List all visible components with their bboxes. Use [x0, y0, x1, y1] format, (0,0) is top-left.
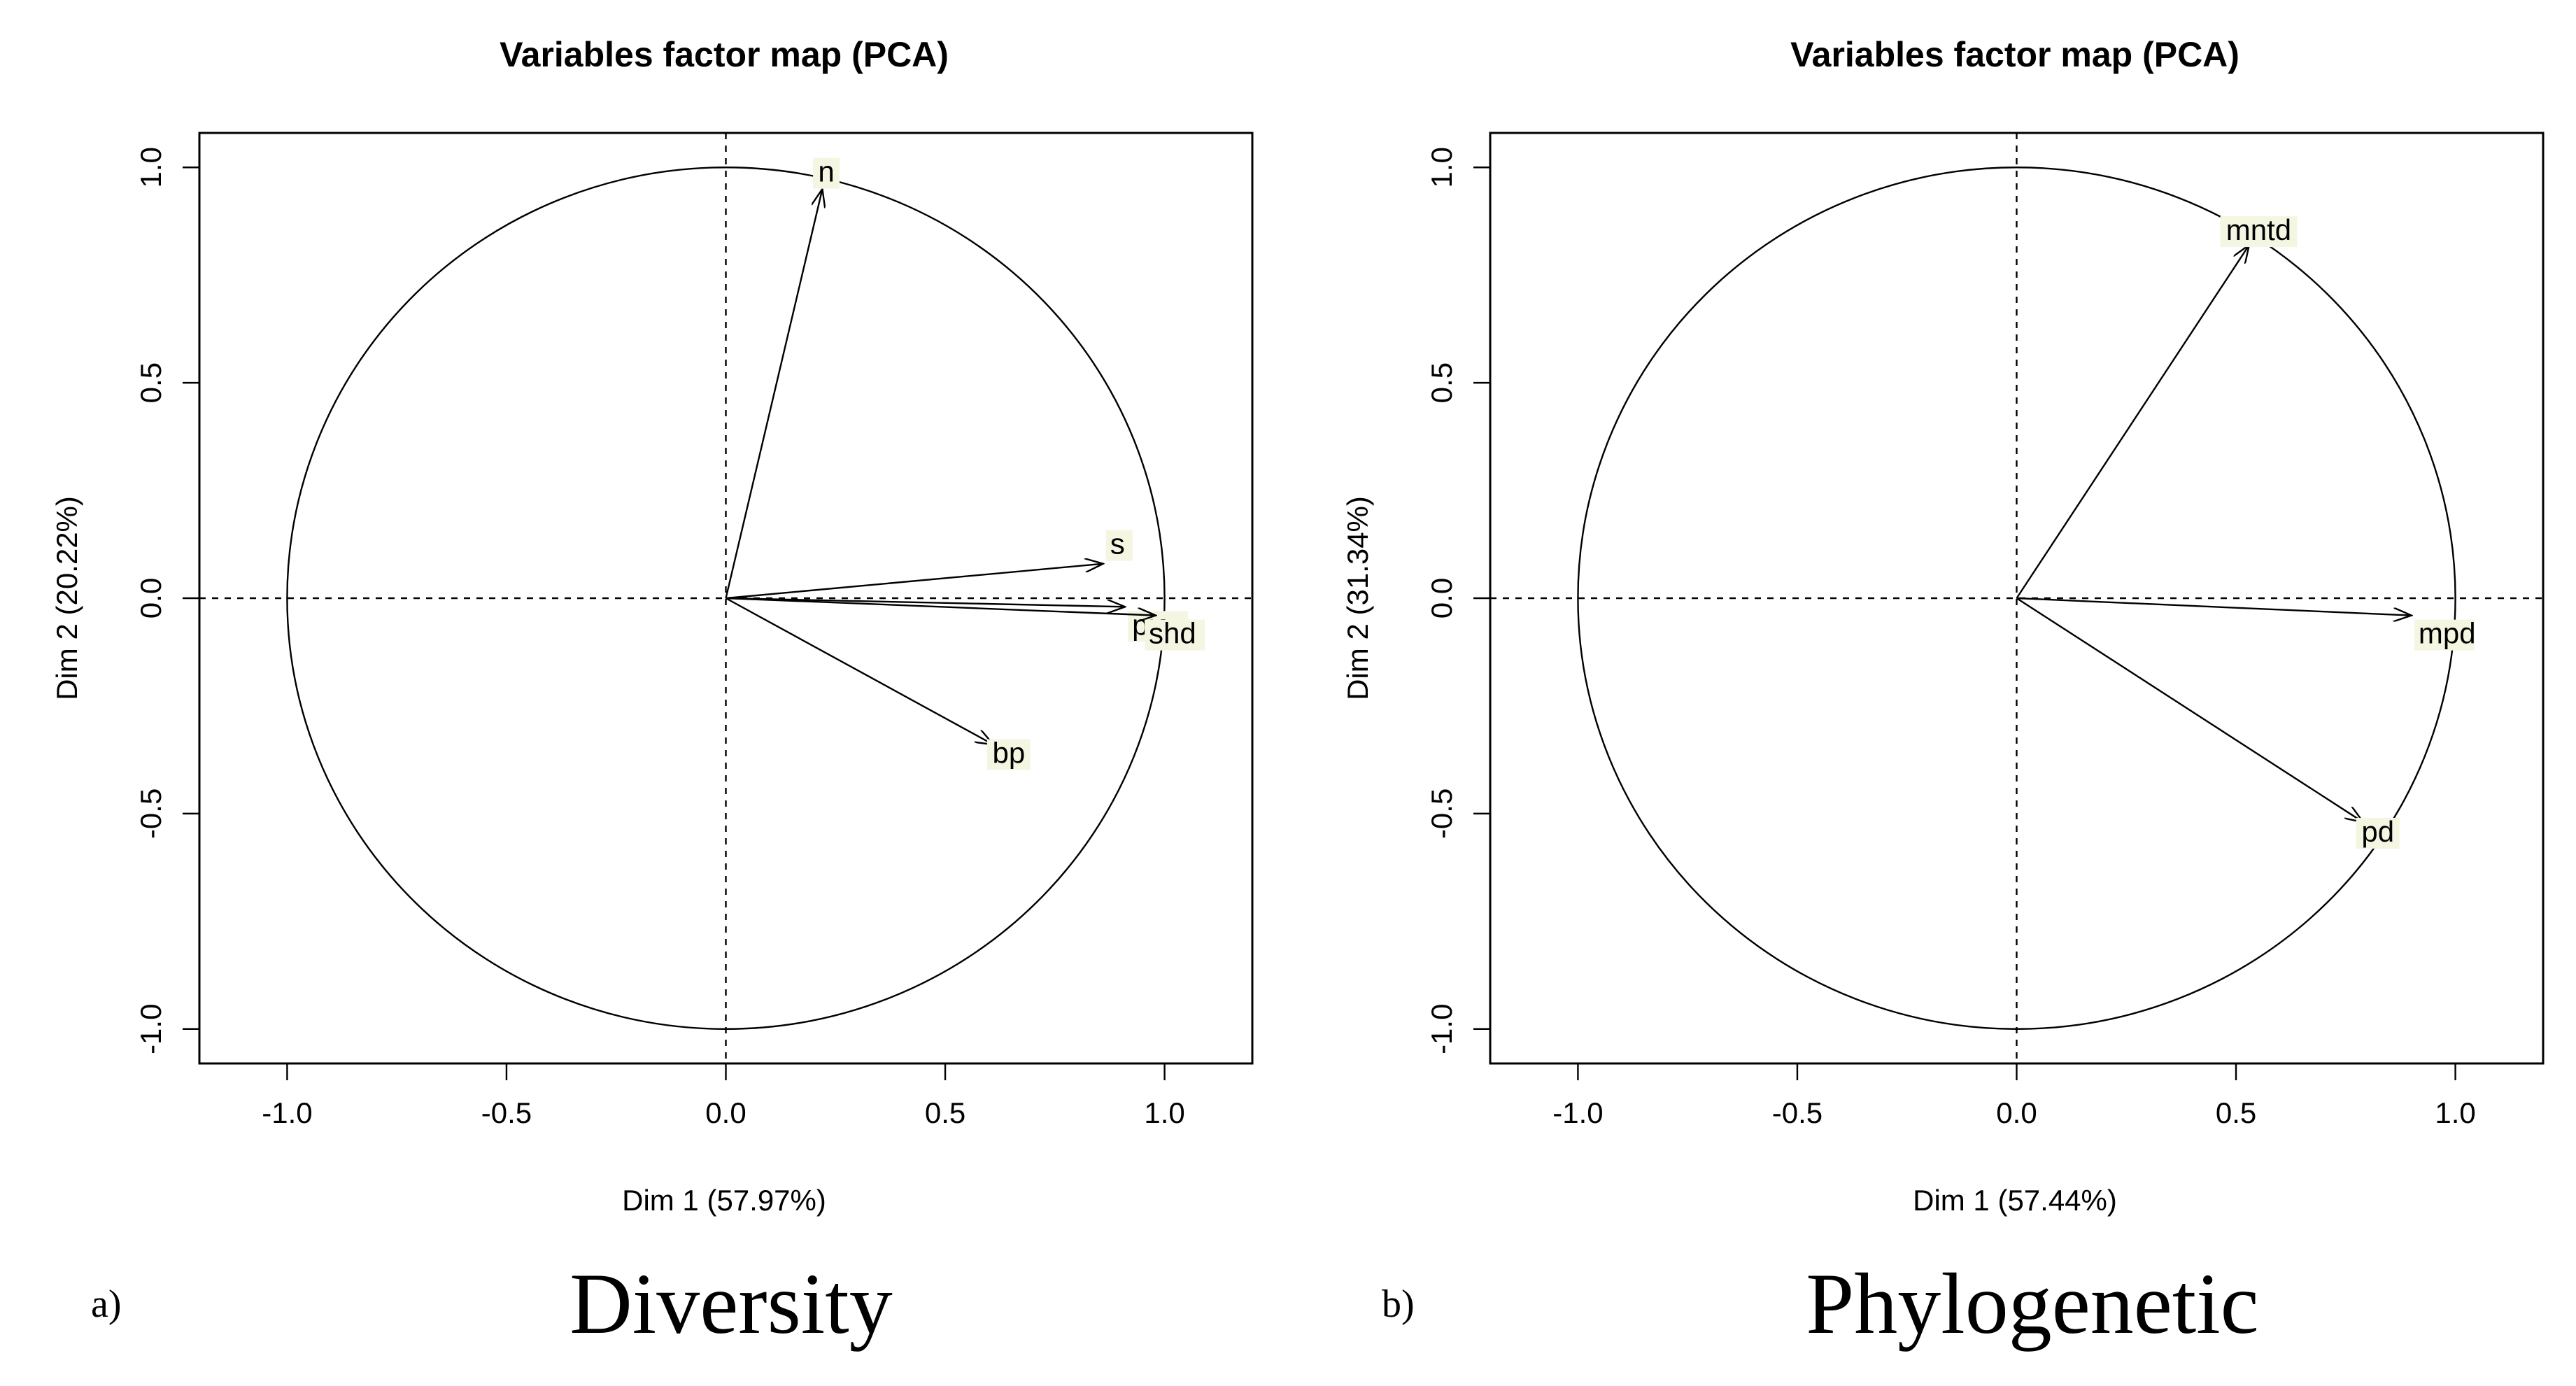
- x-axis-label: Dim 1 (57.44%): [1913, 1184, 2117, 1217]
- variable-arrow-bp: [725, 597, 994, 744]
- variable-arrow-pie: [726, 597, 1126, 607]
- x-tick-label: -1.0: [1552, 1096, 1603, 1129]
- y-tick-label: -0.5: [1425, 789, 1458, 839]
- y-tick-label: -1.0: [134, 1004, 167, 1054]
- variable-label-background: [1105, 530, 1133, 561]
- x-tick-label: 1.0: [1144, 1096, 1184, 1129]
- variable-label-background: [2356, 817, 2400, 849]
- x-tick-label: 0.5: [2216, 1096, 2256, 1129]
- axes-phylogenetic: -1.0 -0.5 0.0 0.5 1.0 -1.0 -0.5 0.0 0.5 1.0 mntd mp…: [1425, 133, 2543, 1129]
- chart-title: Variables factor map (PCA): [1790, 35, 2239, 74]
- x-tick-label: 1.0: [2435, 1096, 2475, 1129]
- variable-label-mntd: mntd: [2226, 213, 2291, 246]
- panel-phylogenetic: Variables factor map (PCA) -1.0 -0.5 0.0 0.…: [1341, 35, 2545, 1352]
- x-tick-label: 0.0: [705, 1096, 746, 1129]
- x-tick-label: -0.5: [481, 1096, 532, 1129]
- panel-caption: Phylogenetic: [1806, 1256, 2258, 1352]
- y-tick-label: 1.0: [1425, 147, 1458, 188]
- panel-caption: Diversity: [569, 1256, 893, 1352]
- variable-arrow-s: [726, 564, 1103, 600]
- panel-letter: b): [1382, 1282, 1415, 1326]
- y-tick-label: -0.5: [134, 789, 167, 839]
- y-tick-label: 0.5: [134, 362, 167, 403]
- x-axis-label: Dim 1 (57.97%): [622, 1184, 826, 1217]
- x-tick-label: -0.5: [1772, 1096, 1823, 1129]
- variable-label-s: s: [1110, 528, 1125, 560]
- y-tick-label: 0.5: [1425, 362, 1458, 403]
- variable-label-background: [2220, 216, 2298, 248]
- variable-label-pd: pd: [2361, 815, 2394, 848]
- x-tick-label: 0.5: [925, 1096, 965, 1129]
- variable-label-shd: shd: [1149, 617, 1196, 650]
- variable-label-mpd: mpd: [2419, 617, 2476, 650]
- variable-arrow-mntd: [2016, 245, 2249, 599]
- variable-label-background: [986, 739, 1031, 770]
- y-axis-label: Dim 2 (20.22%): [50, 496, 83, 700]
- x-tick-label: -1.0: [262, 1096, 312, 1129]
- variable-label-background: [1145, 619, 1205, 651]
- variable-arrow-mpd: [2016, 597, 2412, 616]
- chart-title: Variables factor map (PCA): [500, 35, 949, 74]
- variable-label-n: n: [818, 155, 834, 188]
- y-tick-label: 0.0: [134, 578, 167, 618]
- panel-diversity: Variables factor map (PCA) -1.0 -0.5 0.0 0.…: [50, 35, 1254, 1352]
- panel-letter: a): [91, 1282, 122, 1326]
- variable-arrow-pd: [2016, 597, 2363, 822]
- variable-label-bp: bp: [992, 737, 1025, 770]
- x-tick-label: 0.0: [1996, 1096, 2037, 1129]
- axes-diversity: -1.0-0.50.00.51.0-1.0-0.50.00.51.0nspies…: [134, 133, 1252, 1129]
- y-axis-label: Dim 2 (31.34%): [1341, 496, 1374, 700]
- y-tick-label: 0.0: [1425, 578, 1458, 618]
- y-tick-label: 1.0: [134, 147, 167, 188]
- variable-arrow-n: [725, 189, 823, 599]
- variable-arrow-shd: [726, 597, 1156, 616]
- y-tick-label: -1.0: [1425, 1004, 1458, 1054]
- variable-label-background: [2414, 619, 2475, 651]
- variable-label-background: [813, 157, 840, 189]
